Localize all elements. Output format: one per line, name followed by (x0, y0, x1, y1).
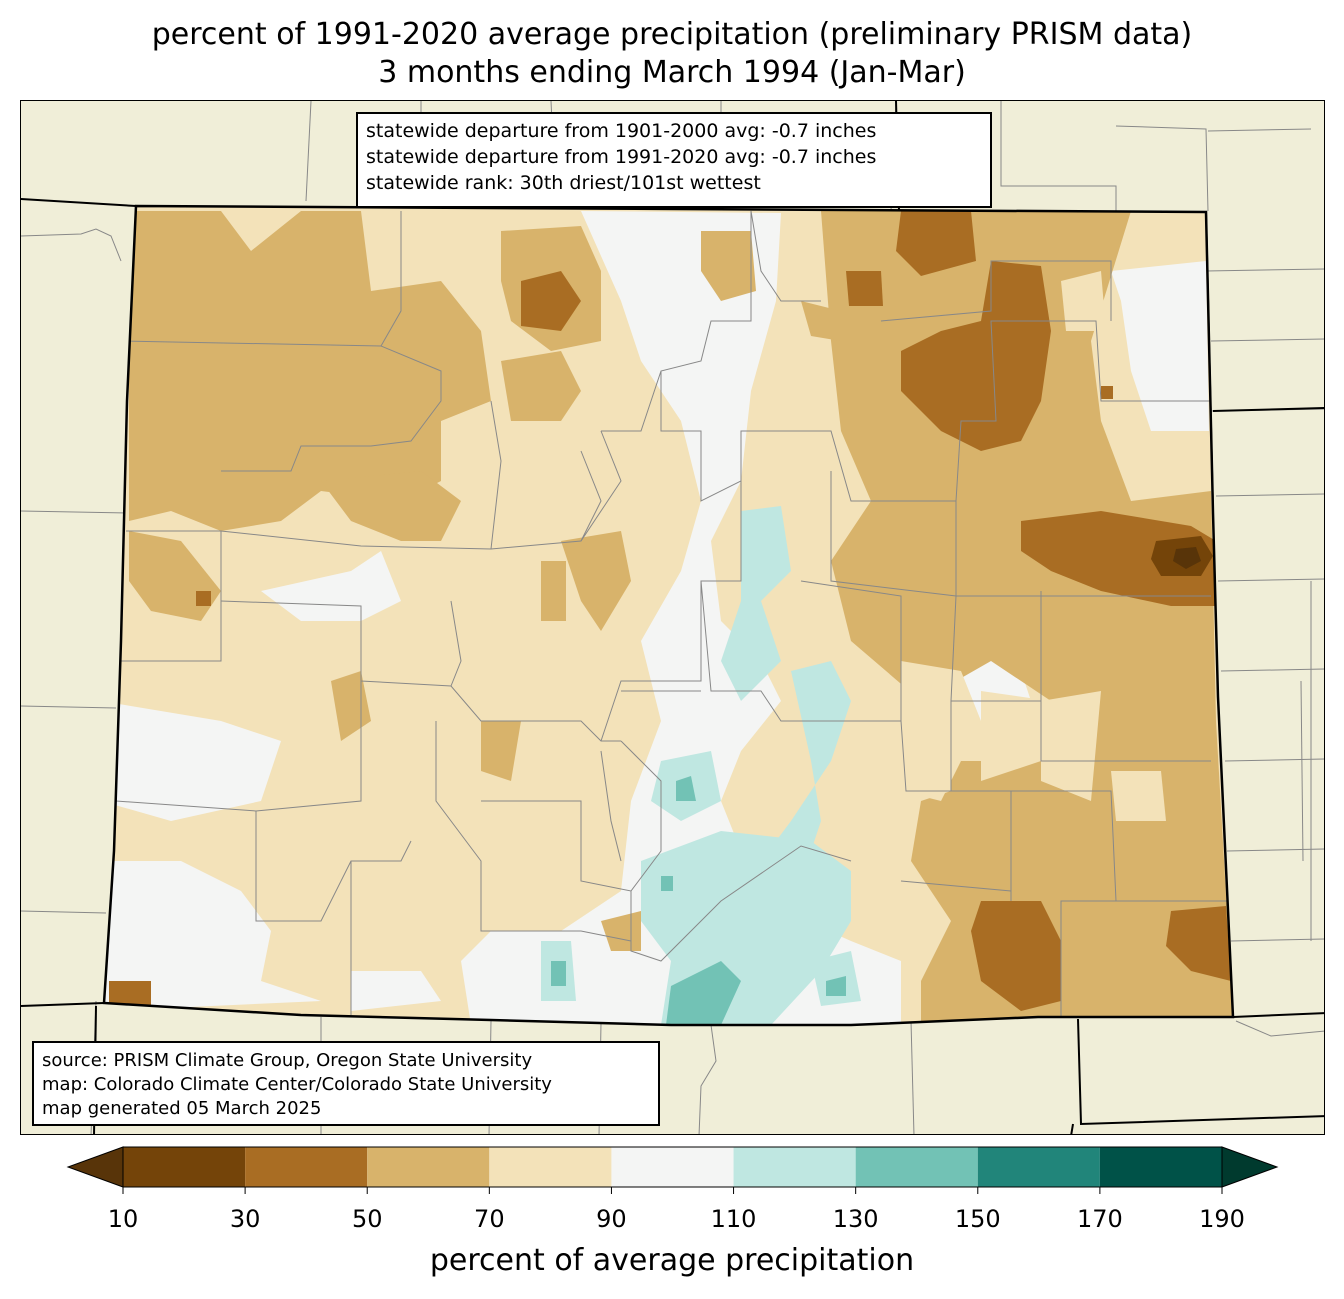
colorbar-outline (122, 1146, 1223, 1188)
bin-below-10-core (1173, 547, 1201, 569)
colorbar-arrow-high (1221, 1146, 1279, 1188)
colorbar-bin (123, 1147, 246, 1187)
colorbar-tick-label: 170 (1076, 1205, 1123, 1233)
stats-line-3: statewide rank: 30th driest/101st wettes… (366, 172, 761, 194)
colorbar-tick-label: 150 (954, 1205, 1001, 1233)
precipitation-field (104, 206, 1233, 1025)
colorado-precip-map (21, 101, 1324, 1134)
bin-70-90-inner (901, 271, 1166, 821)
credits-box: source: PRISM Climate Group, Oregon Stat… (32, 1041, 660, 1126)
colorbar-bin (733, 1147, 856, 1187)
credits-line-2: map: Colorado Climate Center/Colorado St… (42, 1074, 552, 1095)
colorbar-tick-label: 50 (351, 1205, 383, 1233)
colorbar-tick-label: 10 (107, 1205, 139, 1233)
colorado-outline (102, 204, 1235, 1027)
credits-line-1: source: PRISM Climate Group, Oregon Stat… (42, 1050, 533, 1071)
colorbar-bin (245, 1147, 368, 1187)
map-subtitle: 3 months ending March 1994 (Jan-Mar) (378, 55, 966, 90)
bin-50-70-areas (129, 211, 1233, 1025)
stats-line-2: statewide departure from 1991-2020 avg: … (366, 146, 877, 168)
colorbar-label: percent of average precipitation (429, 1243, 915, 1278)
colorbar-bin (489, 1147, 612, 1187)
statewide-stats-box: statewide departure from 1901-2000 avg: … (356, 112, 992, 208)
credits-line-3: map generated 05 March 2025 (42, 1098, 322, 1119)
colorbar-tick-label: 190 (1199, 1205, 1245, 1233)
map-area: statewide departure from 1901-2000 avg: … (20, 100, 1325, 1135)
colorbar-bin (1099, 1147, 1222, 1187)
colorado-county-lines (115, 210, 1233, 1021)
bin-110-130-areas (541, 506, 861, 1025)
colorbar-tick-label: 110 (710, 1205, 757, 1233)
colorbar-bin (367, 1147, 490, 1187)
colorbar-tick-label: 90 (596, 1205, 627, 1233)
colorbar-tick-label: 30 (229, 1205, 261, 1233)
map-title: percent of 1991-2020 average precipitati… (151, 17, 1193, 52)
colorbar-tick-label: 130 (832, 1205, 879, 1233)
colorbar-tick-label: 70 (474, 1205, 505, 1233)
colorbar-bin (977, 1147, 1100, 1187)
colorbar (66, 1146, 1279, 1194)
colorbar-arrow-low (66, 1146, 124, 1188)
colorbar-bin (855, 1147, 978, 1187)
stats-line-1: statewide departure from 1901-2000 avg: … (366, 120, 877, 142)
bin-30-50-areas (109, 211, 1231, 1011)
colorbar-bin (611, 1147, 734, 1187)
bin-130-150-areas (551, 776, 846, 1025)
